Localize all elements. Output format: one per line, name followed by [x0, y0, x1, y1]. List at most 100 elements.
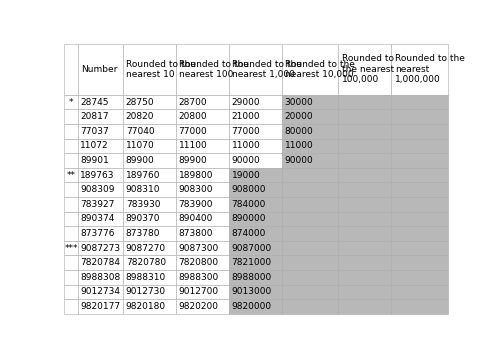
Bar	[123, 212, 176, 226]
Text: 7821000: 7821000	[232, 258, 272, 267]
Bar	[123, 124, 176, 139]
Bar	[123, 197, 176, 212]
Bar	[78, 212, 123, 226]
Bar	[123, 226, 176, 241]
Text: Number: Number	[81, 65, 117, 74]
Bar	[229, 197, 281, 212]
Bar	[78, 168, 123, 182]
Bar	[229, 109, 281, 124]
Bar	[64, 299, 78, 314]
Bar	[338, 226, 392, 241]
Bar	[64, 139, 78, 153]
Text: 11070: 11070	[126, 142, 154, 150]
Bar	[392, 44, 448, 95]
Bar	[229, 95, 281, 109]
Text: 9012730: 9012730	[126, 287, 166, 296]
Bar	[229, 285, 281, 299]
Text: 7820780: 7820780	[126, 258, 166, 267]
Bar	[78, 299, 123, 314]
Bar	[229, 241, 281, 255]
Bar	[176, 241, 229, 255]
Bar	[123, 255, 176, 270]
Text: 77000: 77000	[232, 127, 260, 136]
Text: 9820200: 9820200	[178, 302, 218, 311]
Bar	[78, 197, 123, 212]
Text: Rounded to
the nearest
100,000: Rounded to the nearest 100,000	[342, 55, 394, 84]
Bar	[338, 95, 392, 109]
Text: 29000: 29000	[232, 98, 260, 107]
Bar	[78, 241, 123, 255]
Bar	[282, 168, 339, 182]
Bar	[64, 197, 78, 212]
Text: 908309: 908309	[80, 185, 115, 194]
Bar	[282, 255, 339, 270]
Bar	[282, 95, 339, 109]
Bar	[123, 109, 176, 124]
Text: 9013000: 9013000	[232, 287, 272, 296]
Bar	[123, 153, 176, 168]
Bar	[176, 285, 229, 299]
Text: 9820000: 9820000	[232, 302, 272, 311]
Bar	[282, 299, 339, 314]
Bar	[229, 139, 281, 153]
Text: 9087273: 9087273	[80, 244, 120, 252]
Bar	[229, 44, 281, 95]
Bar	[392, 197, 448, 212]
Bar	[392, 153, 448, 168]
Text: 28750: 28750	[126, 98, 154, 107]
Bar	[338, 241, 392, 255]
Bar	[392, 109, 448, 124]
Text: 908000: 908000	[232, 185, 266, 194]
Bar	[64, 168, 78, 182]
Text: 20000: 20000	[284, 112, 313, 121]
Text: 8988300: 8988300	[178, 273, 219, 282]
Text: 890000: 890000	[232, 215, 266, 223]
Bar	[64, 109, 78, 124]
Text: 784000: 784000	[232, 200, 266, 209]
Text: 9820180: 9820180	[126, 302, 166, 311]
Text: ***: ***	[64, 244, 78, 252]
Bar	[78, 270, 123, 285]
Bar	[176, 255, 229, 270]
Text: 9087000: 9087000	[232, 244, 272, 252]
Text: 21000: 21000	[232, 112, 260, 121]
Bar	[282, 197, 339, 212]
Text: 89900: 89900	[126, 156, 154, 165]
Text: 11000: 11000	[284, 142, 314, 150]
Bar	[64, 212, 78, 226]
Text: 77040: 77040	[126, 127, 154, 136]
Bar	[123, 182, 176, 197]
Text: 28745: 28745	[80, 98, 109, 107]
Bar	[392, 299, 448, 314]
Text: 873800: 873800	[178, 229, 213, 238]
Bar	[78, 44, 123, 95]
Bar	[176, 299, 229, 314]
Text: 873776: 873776	[80, 229, 115, 238]
Bar	[338, 285, 392, 299]
Bar	[78, 124, 123, 139]
Text: 90000: 90000	[232, 156, 260, 165]
Bar	[282, 139, 339, 153]
Bar	[338, 299, 392, 314]
Bar	[123, 285, 176, 299]
Bar	[64, 44, 78, 95]
Text: 20800: 20800	[178, 112, 208, 121]
Bar	[338, 197, 392, 212]
Bar	[282, 226, 339, 241]
Bar	[64, 153, 78, 168]
Bar	[282, 241, 339, 255]
Text: 8988308: 8988308	[80, 273, 120, 282]
Text: 11100: 11100	[178, 142, 208, 150]
Bar	[64, 270, 78, 285]
Bar	[176, 153, 229, 168]
Bar	[338, 109, 392, 124]
Bar	[78, 255, 123, 270]
Bar	[78, 182, 123, 197]
Text: 89900: 89900	[178, 156, 208, 165]
Bar	[123, 95, 176, 109]
Bar	[176, 139, 229, 153]
Bar	[64, 182, 78, 197]
Bar	[176, 212, 229, 226]
Bar	[282, 270, 339, 285]
Bar	[392, 285, 448, 299]
